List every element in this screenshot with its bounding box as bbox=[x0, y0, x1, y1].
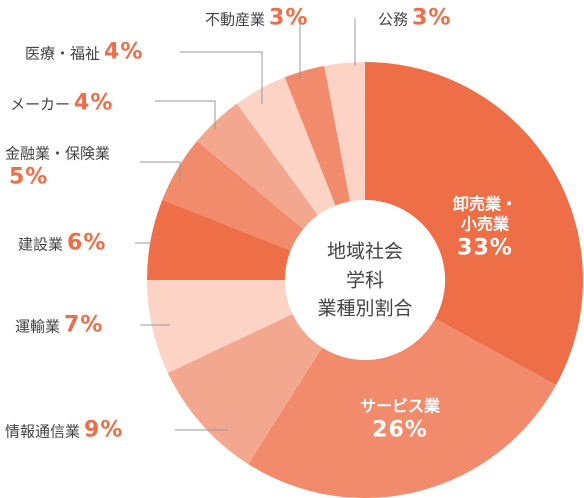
slice-label: メーカー 4% bbox=[10, 89, 113, 117]
category-label: 金融業・保険業 bbox=[5, 144, 111, 163]
category-label: 医療・福祉 bbox=[25, 44, 101, 63]
category-label: 建設業 bbox=[18, 235, 64, 254]
value-label: 9% bbox=[84, 417, 124, 443]
slice-label: 不動産業 3% bbox=[205, 4, 308, 32]
leader-line bbox=[180, 51, 263, 104]
slice bbox=[167, 314, 323, 465]
slice-label: 情報通信業 9% bbox=[5, 416, 123, 444]
value-label: 7% bbox=[64, 312, 104, 338]
slice-label: 運輸業 7% bbox=[15, 311, 103, 339]
slice bbox=[147, 280, 293, 373]
leader-line bbox=[155, 100, 216, 130]
slice bbox=[162, 141, 304, 251]
slice bbox=[236, 77, 336, 216]
value-label: 26% bbox=[372, 417, 428, 443]
slice-label: 公務 3% bbox=[378, 4, 451, 32]
category-label: 情報通信業 bbox=[5, 422, 81, 441]
slice bbox=[284, 65, 351, 206]
category-label: 運輸業 bbox=[15, 317, 61, 336]
category-label: 公務 bbox=[378, 10, 409, 29]
leader-line bbox=[140, 161, 181, 182]
slice bbox=[324, 62, 365, 202]
slice bbox=[147, 199, 291, 280]
category-label: メーカー bbox=[10, 95, 71, 114]
value-label: 4% bbox=[104, 39, 144, 65]
category-label: 不動産業 bbox=[205, 10, 266, 29]
slice bbox=[365, 62, 583, 386]
value-label: 33% bbox=[457, 235, 513, 261]
donut-hole bbox=[285, 200, 445, 360]
category-label: サービス業 bbox=[359, 396, 441, 416]
slice-label: サービス業 26% bbox=[360, 396, 440, 444]
slice-label: 建設業 6% bbox=[18, 229, 106, 257]
value-label: 4% bbox=[74, 90, 114, 116]
value-label: 5% bbox=[9, 164, 49, 190]
slice bbox=[197, 103, 318, 230]
chart-title: 地域社会 学科 業種別割合 bbox=[317, 240, 413, 320]
slice-label: 卸売業・ 小売業 33% bbox=[453, 194, 517, 262]
category-label: 卸売業・ 小売業 bbox=[452, 194, 518, 234]
slice-label: 金融業・保険業 5% bbox=[5, 143, 110, 191]
value-label: 3% bbox=[412, 5, 452, 31]
value-label: 6% bbox=[67, 230, 107, 256]
slice-label: 医療・福祉 4% bbox=[25, 38, 143, 66]
value-label: 3% bbox=[269, 5, 309, 31]
slice bbox=[248, 318, 557, 498]
